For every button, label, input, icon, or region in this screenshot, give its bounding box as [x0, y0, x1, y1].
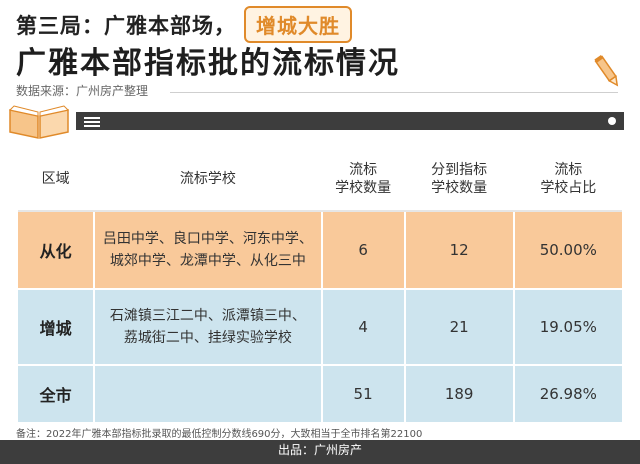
- pencil-icon: [594, 54, 619, 87]
- data-table: 区域 流标学校 流标 学校数量 分到指标 学校数量 流标 学校占比 从化 吕田中…: [16, 148, 624, 422]
- window-bar: [76, 112, 624, 130]
- header-subtitle: 第三局：广雅本部场，: [16, 13, 236, 38]
- row-schools: 吕田中学、良口中学、河东中学、 城郊中学、龙潭中学、从化三中: [95, 212, 321, 288]
- row-assigned-count: 189: [405, 366, 513, 422]
- table-row: 从化 吕田中学、良口中学、河东中学、 城郊中学、龙潭中学、从化三中 6 12 5…: [18, 212, 622, 288]
- header-line1: 第三局：广雅本部场， 增城大胜: [16, 6, 352, 43]
- dot-icon: [608, 117, 616, 125]
- menu-icon: [84, 117, 100, 129]
- table-row: 全市 51 189 26.98%: [18, 366, 622, 422]
- row-ratio: 50.00%: [514, 212, 622, 288]
- schools-line: 吕田中学、良口中学、河东中学、: [102, 231, 313, 247]
- col-header-failed-count: 流标 学校数量: [335, 162, 392, 196]
- data-source: 数据来源：广州房产整理: [16, 84, 149, 98]
- book-icon: [8, 105, 70, 139]
- row-schools: 石滩镇三江二中、派潭镇三中、 荔城街二中、挂绿实验学校: [95, 290, 321, 364]
- row-failed-count: 6: [322, 212, 404, 288]
- row-region: 增城: [18, 290, 94, 364]
- col-header-assigned-count: 分到指标 学校数量: [431, 162, 488, 196]
- schools-line: 石滩镇三江二中、派潭镇三中、: [109, 308, 306, 324]
- row-schools: [95, 366, 321, 422]
- highlight-badge: 增城大胜: [244, 6, 352, 43]
- row-region: 从化: [18, 212, 94, 288]
- row-failed-count: 4: [322, 290, 404, 364]
- page-title: 广雅本部指标批的流标情况: [16, 46, 400, 81]
- schools-line: 荔城街二中、挂绿实验学校: [123, 330, 292, 346]
- row-assigned-count: 12: [405, 212, 513, 288]
- row-region: 全市: [18, 366, 94, 422]
- row-ratio: 19.05%: [514, 290, 622, 364]
- footnote: 备注：2022年广雅本部指标批录取的最低控制分数线690分，大致相当于全市排名第…: [16, 429, 423, 440]
- col-header-ratio: 流标 学校占比: [540, 162, 597, 196]
- row-assigned-count: 21: [405, 290, 513, 364]
- row-ratio: 26.98%: [514, 366, 622, 422]
- table-header: 区域 流标学校 流标 学校数量 分到指标 学校数量 流标 学校占比: [18, 148, 622, 210]
- divider: [170, 92, 618, 93]
- schools-line: 城郊中学、龙潭中学、从化三中: [109, 253, 306, 269]
- row-failed-count: 51: [322, 366, 404, 422]
- table-row: 增城 石滩镇三江二中、派潭镇三中、 荔城街二中、挂绿实验学校 4 21 19.0…: [18, 290, 622, 364]
- col-header-schools: 流标学校: [179, 171, 236, 187]
- col-header-region: 区域: [41, 171, 70, 187]
- footer-credit: 出品：广州房产: [0, 440, 640, 464]
